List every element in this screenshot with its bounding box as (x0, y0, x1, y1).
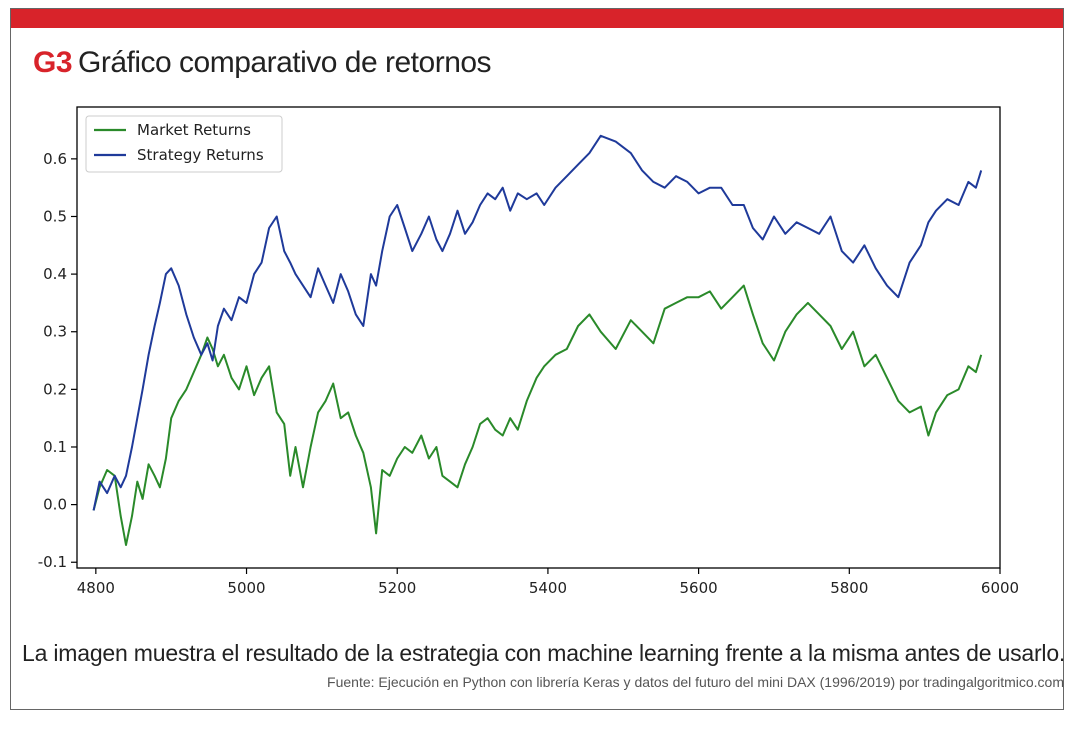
y-tick-label: -0.1 (38, 553, 67, 571)
figure-heading: G3 Gráfico comparativo de retornos (33, 45, 492, 81)
x-tick-label: 5800 (830, 579, 868, 597)
legend-label-market: Market Returns (137, 121, 251, 139)
legend-box (85, 115, 283, 173)
plot-frame (76, 106, 1001, 569)
series-line-market (92, 284, 983, 546)
x-tick-label: 5000 (227, 579, 265, 597)
figure-caption: La imagen muestra el resultado de la est… (22, 640, 1066, 666)
figure-source: Fuente: Ejecución en Python con librería… (327, 674, 1064, 690)
x-tick-label: 6000 (981, 579, 1019, 597)
legend: Market Returns Strategy Returns (85, 115, 283, 173)
axis-ticks: 4800 5000 5200 5400 5600 5800 6000 -0.1 0.0 0.1 0.… (38, 150, 1019, 597)
y-tick-label: 0.5 (43, 207, 67, 225)
y-tick-label: 0.1 (43, 438, 67, 456)
x-tick-label: 5400 (529, 579, 567, 597)
series-lines (92, 134, 983, 546)
legend-label-strategy: Strategy Returns (137, 146, 264, 164)
figure-title: Gráfico comparativo de retornos (78, 46, 492, 79)
y-tick-label: 0.4 (43, 265, 67, 283)
x-tick-label: 4800 (77, 579, 115, 597)
x-tick-label: 5200 (378, 579, 416, 597)
series-line-strategy (92, 134, 983, 511)
y-tick-label: 0.0 (43, 496, 67, 514)
x-tick-label: 5600 (680, 579, 718, 597)
y-tick-label: 0.2 (43, 380, 67, 398)
y-tick-label: 0.6 (43, 150, 67, 168)
y-tick-label: 0.3 (43, 323, 67, 341)
figure-code: G3 (33, 46, 73, 79)
accent-bar (11, 9, 1063, 28)
